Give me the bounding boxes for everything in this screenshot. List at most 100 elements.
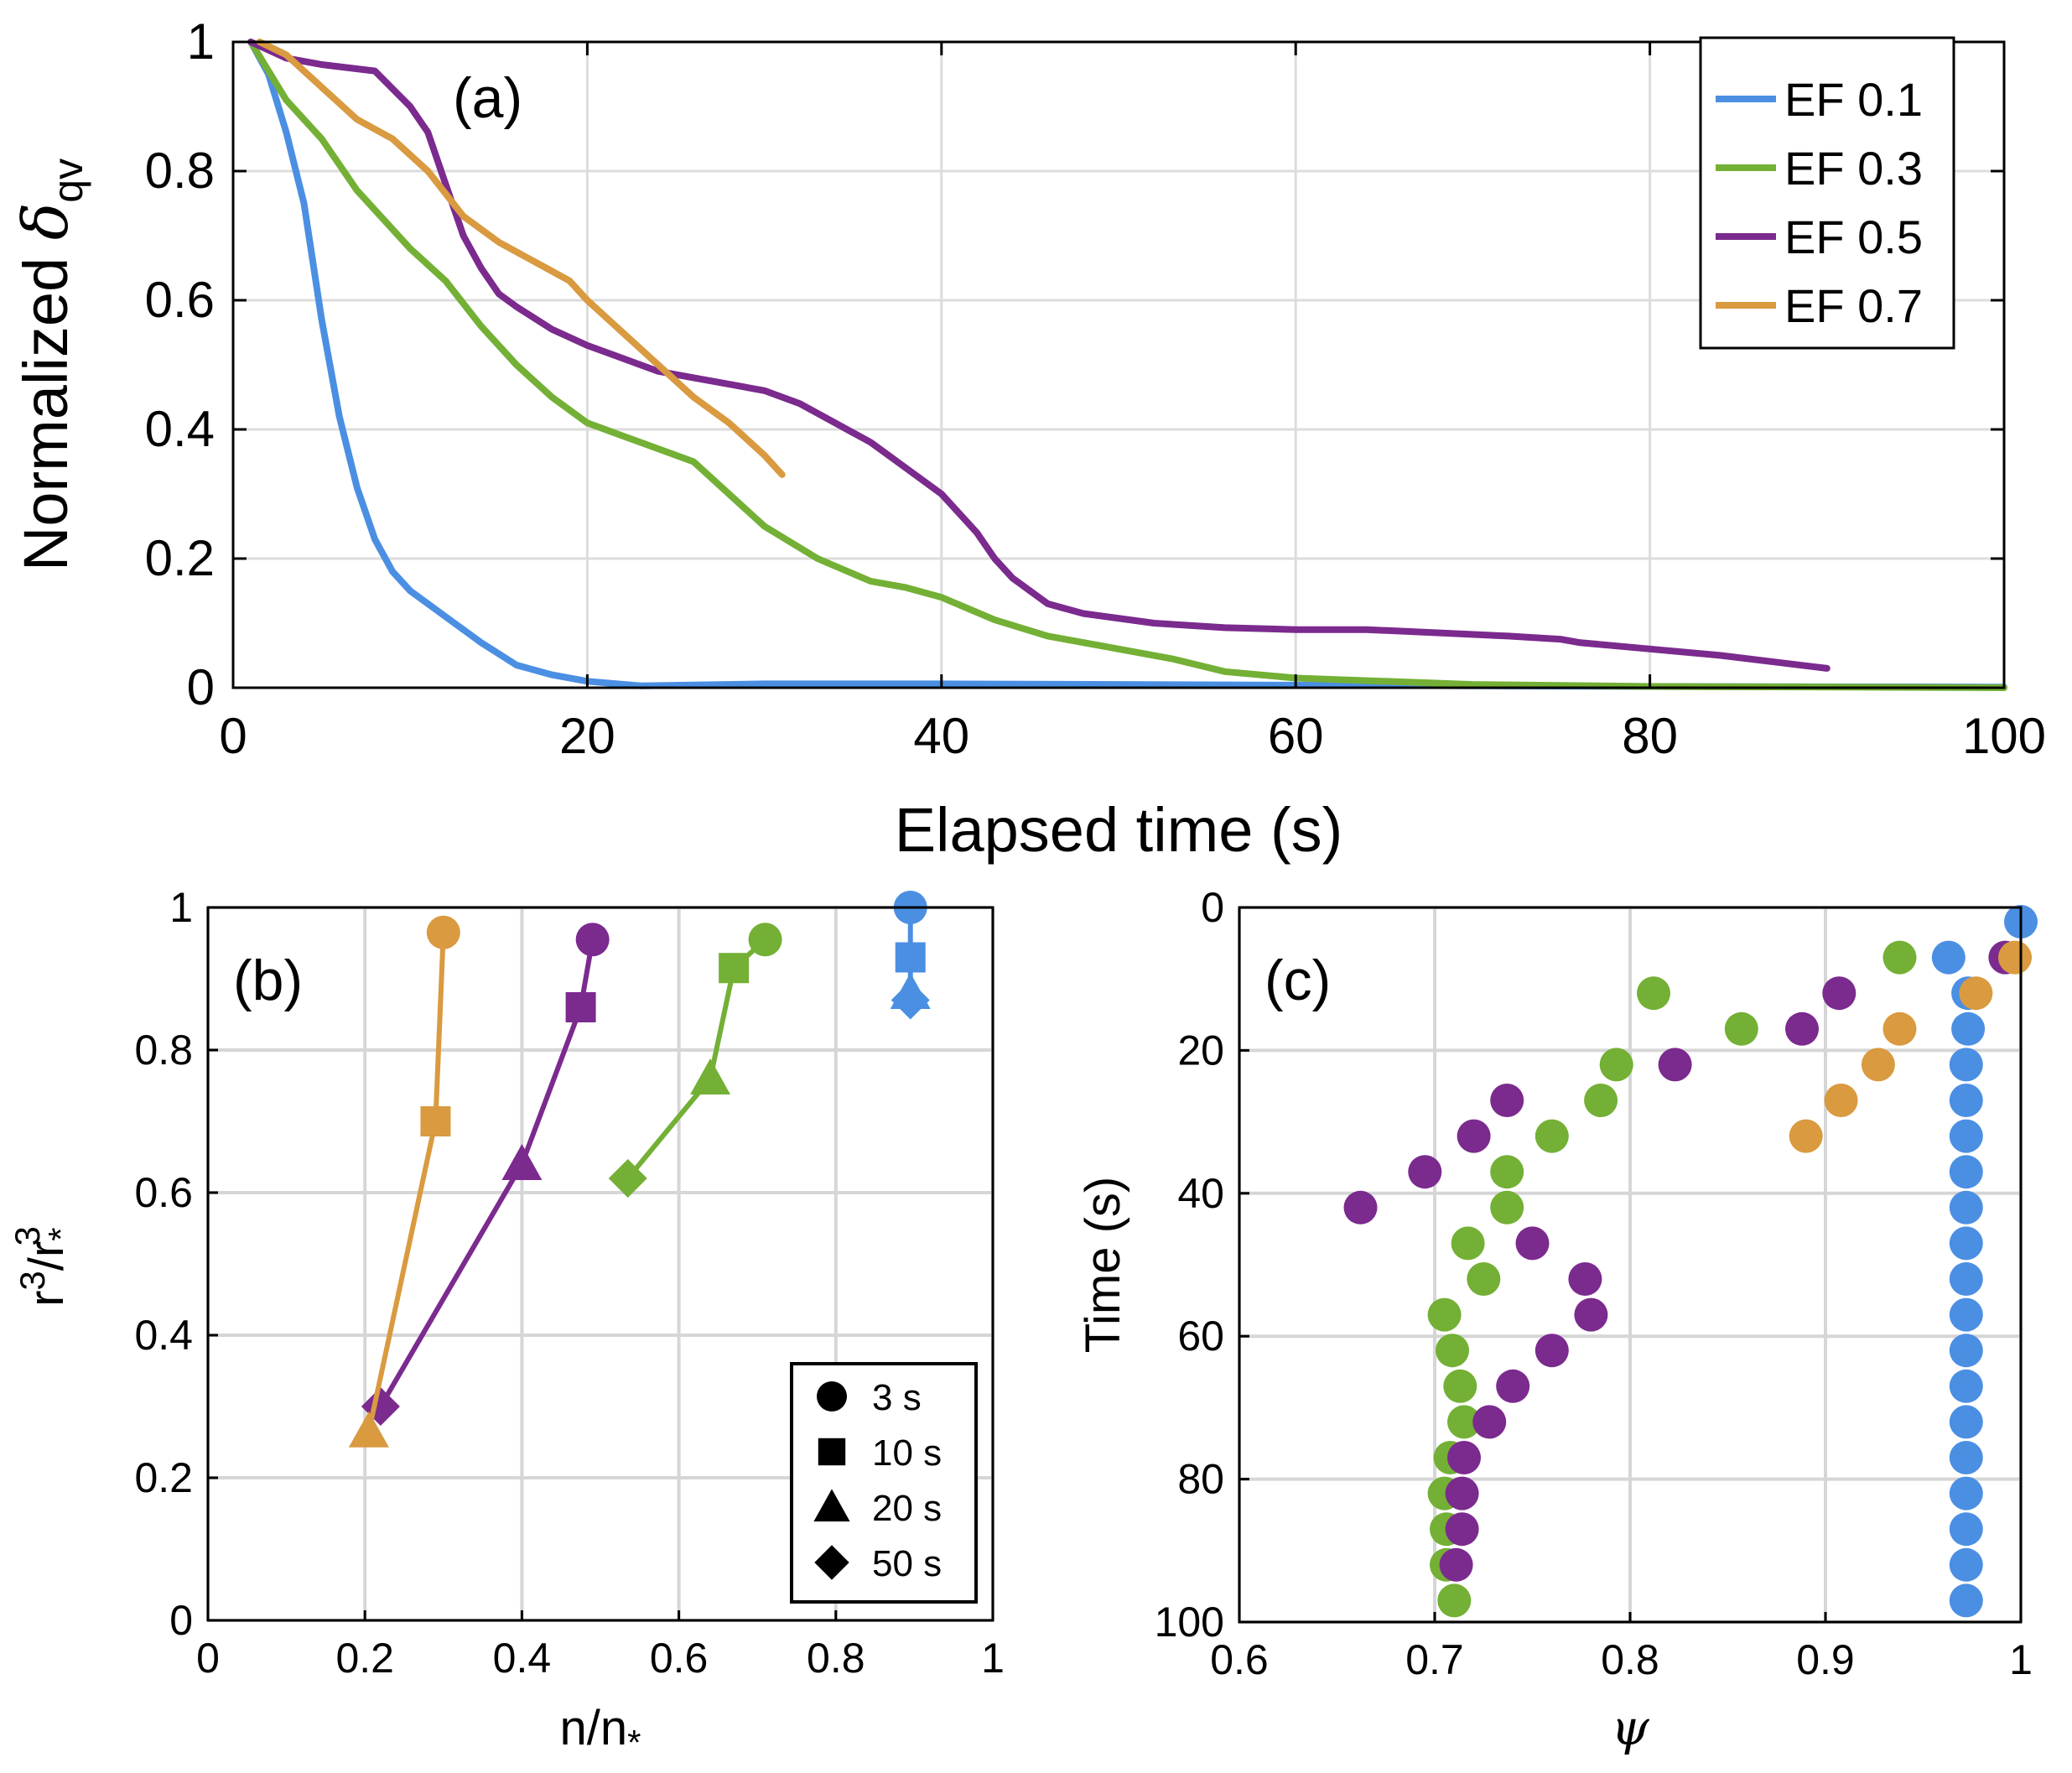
panel-b-ticks: 0 0.2 0.4 0.6 0.8 1 0 0.2 0.4 0.6 0.8 1 (134, 884, 1004, 1682)
panel-a-ylabel-symbol: δ (10, 203, 82, 241)
panel-c-ytick-label: 0 (1201, 884, 1224, 931)
panel-c-ytick-label: 80 (1177, 1456, 1224, 1503)
point-ef-0-1 (1949, 1405, 1983, 1439)
point-ef-0-1 (1949, 1190, 1983, 1224)
point-ef-0-7 (1998, 940, 2032, 975)
legend-label-50-s: 50 s (872, 1543, 942, 1584)
point-ef-0-3 (1599, 1048, 1633, 1082)
point-ef-0-1 (1949, 1297, 1983, 1332)
point-ef-0-7 (1959, 976, 1993, 1011)
panel-b-ylabel-r2: /r (19, 1241, 74, 1271)
point-ef-0-1 (1949, 1583, 1983, 1618)
panel-a-xtick-label: 40 (913, 708, 969, 764)
point-ef-0-3-3-s (748, 923, 782, 957)
panel-a-xtick-label: 80 (1622, 708, 1678, 764)
panel-c-xtick-label: 1 (2009, 1636, 2033, 1683)
panel-b-ytick-label: 0.4 (134, 1312, 193, 1359)
legend-label-ef-0-1: EF 0.1 (1784, 73, 1923, 126)
point-ef-0-3 (1447, 1405, 1481, 1439)
point-ef-0-5 (1515, 1226, 1550, 1261)
point-ef-0-7-10-s (420, 1106, 451, 1136)
panel-c-ylabel: Time (s) (1076, 1177, 1130, 1353)
point-ef-0-1 (1949, 1334, 1983, 1368)
panel-b-data (348, 891, 931, 1448)
panel-a-ylabel: Normalized δqv (10, 159, 91, 571)
panel-b-ytick-label: 0.2 (134, 1454, 193, 1501)
point-ef-0-5 (1535, 1334, 1569, 1368)
point-ef-0-1 (1951, 1011, 1986, 1046)
panel-b-xlabel: n/n* (560, 1701, 641, 1762)
panel-a-tag: (a) (453, 66, 522, 130)
point-ef-0-5 (1490, 1084, 1524, 1117)
panel-a-xlabel: Elapsed time (s) (895, 795, 1343, 865)
point-ef-0-1 (1949, 1369, 1983, 1403)
point-ef-0-1 (1949, 1476, 1983, 1510)
legend-label-ef-0-7: EF 0.7 (1784, 279, 1923, 332)
panel-c-xtick-label: 0.8 (1601, 1636, 1659, 1683)
panel-b-xtick-label: 1 (981, 1635, 1005, 1682)
series-line-ef-0-3 (247, 39, 2007, 691)
panel-c-xtick-label: 0.7 (1405, 1636, 1464, 1683)
point-ef-0-5 (1445, 1512, 1479, 1547)
point-ef-0-7-3-s (426, 915, 460, 949)
point-ef-0-7-20-s (348, 1411, 389, 1448)
panel-b-xtick-label: 0.4 (493, 1635, 552, 1682)
panel-a-lines (247, 39, 2007, 691)
point-ef-0-1 (1949, 1547, 1983, 1582)
panel-a-legend: EF 0.1 EF 0.3 EF 0.5 EF 0.7 (1699, 36, 1955, 350)
panel-a-ytick-label: 0.4 (145, 401, 215, 457)
point-ef-0-7 (1824, 1084, 1858, 1117)
point-ef-0-1 (1949, 1441, 1983, 1474)
legend-marker-20-s (813, 1489, 850, 1522)
point-ef-0-7 (1789, 1119, 1823, 1153)
point-ef-0-1 (1931, 940, 1966, 975)
panel-b-ylabel-sup1: 3 (13, 1271, 52, 1290)
point-ef-0-3-50-s (608, 1159, 647, 1198)
legend-marker-3-s (817, 1381, 847, 1412)
panel-b-ytick-label: 0 (169, 1597, 193, 1644)
panel-c-ytick-label: 40 (1177, 1170, 1224, 1217)
series-line-ef-0-1 (247, 39, 2007, 691)
point-ef-0-3 (1724, 1011, 1758, 1046)
panel-b-ylabel-r1: r (19, 1291, 74, 1307)
legend-label-10-s: 10 s (872, 1432, 942, 1474)
point-ef-0-3 (1584, 1084, 1618, 1117)
panel-c-data (1343, 905, 2038, 1618)
point-ef-0-3 (1535, 1119, 1569, 1153)
panel-a-ylabel-main: Normalized (11, 240, 80, 571)
panel-c-ytick-label: 60 (1177, 1313, 1224, 1360)
point-ef-0-5 (1574, 1297, 1608, 1332)
panel-c: 0.6 0.7 0.8 0.9 1 0 20 40 60 80 100 (c) ψ Time (s) (1076, 884, 2038, 1756)
point-ef-0-3 (1427, 1297, 1462, 1332)
point-ef-0-3 (1467, 1262, 1501, 1296)
panel-a: 0 20 40 60 80 100 0 0.2 0.4 0.6 0.8 1 (a) Elapsed t… (10, 13, 2046, 865)
point-ef-0-1-10-s (895, 942, 926, 973)
point-ef-0-5 (1447, 1441, 1481, 1474)
point-ef-0-1 (1949, 1226, 1983, 1261)
panel-b-xtick-label: 0.6 (650, 1635, 709, 1682)
panel-c-ytick-label: 20 (1177, 1027, 1224, 1074)
series-line-ef-0-5 (378, 938, 595, 1408)
point-ef-0-5-20-s (501, 1144, 543, 1180)
point-ef-0-5 (1496, 1369, 1530, 1403)
point-ef-0-5 (1568, 1262, 1602, 1296)
panel-b-xtick-label: 0 (196, 1635, 220, 1682)
panel-b-xlabel-sub: * (627, 1723, 641, 1762)
panel-b-ytick-label: 1 (169, 884, 193, 931)
point-ef-0-5 (1408, 1155, 1442, 1189)
point-ef-0-3 (1443, 1369, 1477, 1403)
point-ef-0-5 (1785, 1011, 1819, 1046)
point-ef-0-5-10-s (565, 992, 596, 1022)
point-ef-0-3 (1637, 976, 1670, 1011)
point-ef-0-1 (1949, 1512, 1983, 1547)
panel-c-ytick-label: 100 (1155, 1599, 1224, 1646)
panel-a-ticks: 0 20 40 60 80 100 0 0.2 0.4 0.6 0.8 1 (145, 13, 2046, 764)
panel-a-xtick-label: 0 (219, 708, 247, 764)
panel-a-ytick-label: 0.8 (145, 143, 215, 199)
panel-b-ylabel-sup2: 3 (8, 1226, 47, 1245)
point-ef-0-3 (1490, 1155, 1524, 1189)
point-ef-0-3-20-s (690, 1058, 731, 1094)
point-ef-0-1 (1949, 1155, 1983, 1189)
panel-a-ylabel-sub: qv (44, 159, 91, 203)
